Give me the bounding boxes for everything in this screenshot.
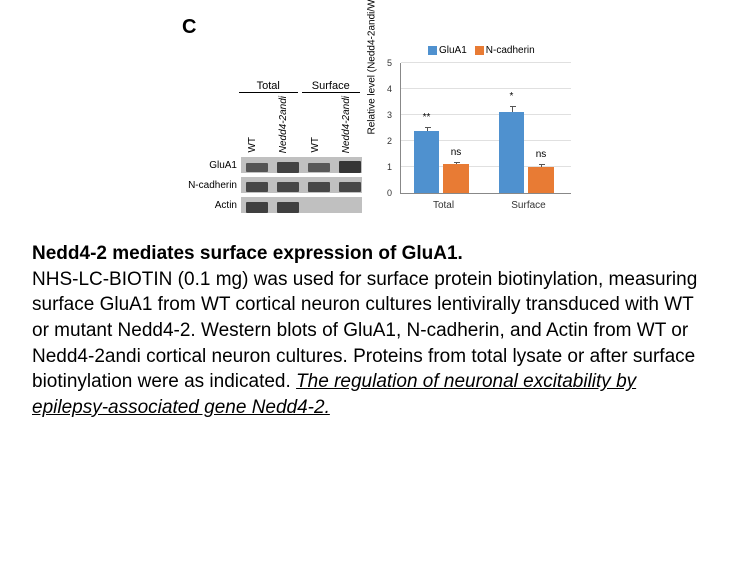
band (339, 182, 361, 192)
error-bar (456, 162, 457, 165)
x-axis-labels: TotalSurface (401, 200, 571, 211)
band (246, 202, 268, 213)
panel-label: C (182, 16, 724, 39)
error-bar (427, 127, 428, 131)
blot-row-label: Actin (182, 200, 241, 211)
plot-area: 012345**ns*nsTotalSurface (400, 63, 571, 194)
blot-group-header: Surface (302, 80, 361, 93)
y-tick: 5 (387, 58, 392, 68)
gridline (401, 88, 571, 89)
significance-label: * (510, 91, 514, 102)
bar (443, 164, 469, 193)
blot-group-header: Total (239, 80, 298, 93)
y-axis-label: Relative level (Nedd4-2andi/WT) (367, 122, 378, 134)
gel-strip (241, 197, 362, 213)
bar (528, 167, 554, 193)
band (308, 182, 330, 192)
band (339, 161, 361, 172)
blot-row-label: GluA1 (182, 160, 241, 171)
significance-label: ** (423, 112, 431, 123)
lane-label: WT (310, 135, 321, 153)
gel-strip (241, 177, 362, 193)
blot-row-label: N-cadherin (182, 180, 241, 191)
caption-title: Nedd4-2 mediates surface expression of G… (32, 243, 463, 264)
x-tick: Total (401, 200, 486, 211)
lane-label: Nedd4-2andi (341, 94, 352, 153)
y-tick: 1 (387, 162, 392, 172)
x-tick: Surface (486, 200, 571, 211)
lane-label: Nedd4-2andi (278, 94, 289, 153)
y-tick: 4 (387, 84, 392, 94)
band (308, 163, 330, 172)
gridline (401, 62, 571, 63)
legend-item: N-cadherin (475, 45, 535, 56)
chart-legend: GluA1 N-cadherin (428, 45, 535, 56)
blot-row: N-cadherin (182, 177, 362, 193)
band (277, 182, 299, 192)
bar-chart: Relative level (Nedd4-2andi/WT) GluA1 N-c… (366, 43, 578, 213)
blot-row: Actin (182, 197, 362, 213)
western-blot: Total Surface WT Nedd4-2andi WT Nedd4-2a… (182, 80, 362, 213)
lane-labels: WT Nedd4-2andi WT Nedd4-2andi (237, 93, 362, 153)
blot-row: GluA1 (182, 157, 362, 173)
bar (414, 131, 440, 193)
blot-group-headers: Total Surface (237, 80, 362, 93)
legend-swatch (428, 46, 437, 55)
significance-label: ns (451, 147, 462, 158)
legend-item: GluA1 (428, 45, 467, 56)
y-tick: 3 (387, 110, 392, 120)
legend-swatch (475, 46, 484, 55)
figure-row: Total Surface WT Nedd4-2andi WT Nedd4-2a… (182, 43, 724, 213)
lane-label: WT (247, 135, 258, 153)
error-bar (541, 164, 542, 167)
band (277, 202, 299, 213)
y-tick: 0 (387, 188, 392, 198)
figure-caption: Nedd4-2 mediates surface expression of G… (32, 241, 712, 420)
significance-label: ns (536, 149, 547, 160)
band (277, 162, 299, 173)
band (246, 182, 268, 192)
band (246, 163, 268, 172)
error-bar (512, 106, 513, 113)
gel-strip (241, 157, 362, 173)
bar (499, 112, 525, 193)
y-tick: 2 (387, 136, 392, 146)
